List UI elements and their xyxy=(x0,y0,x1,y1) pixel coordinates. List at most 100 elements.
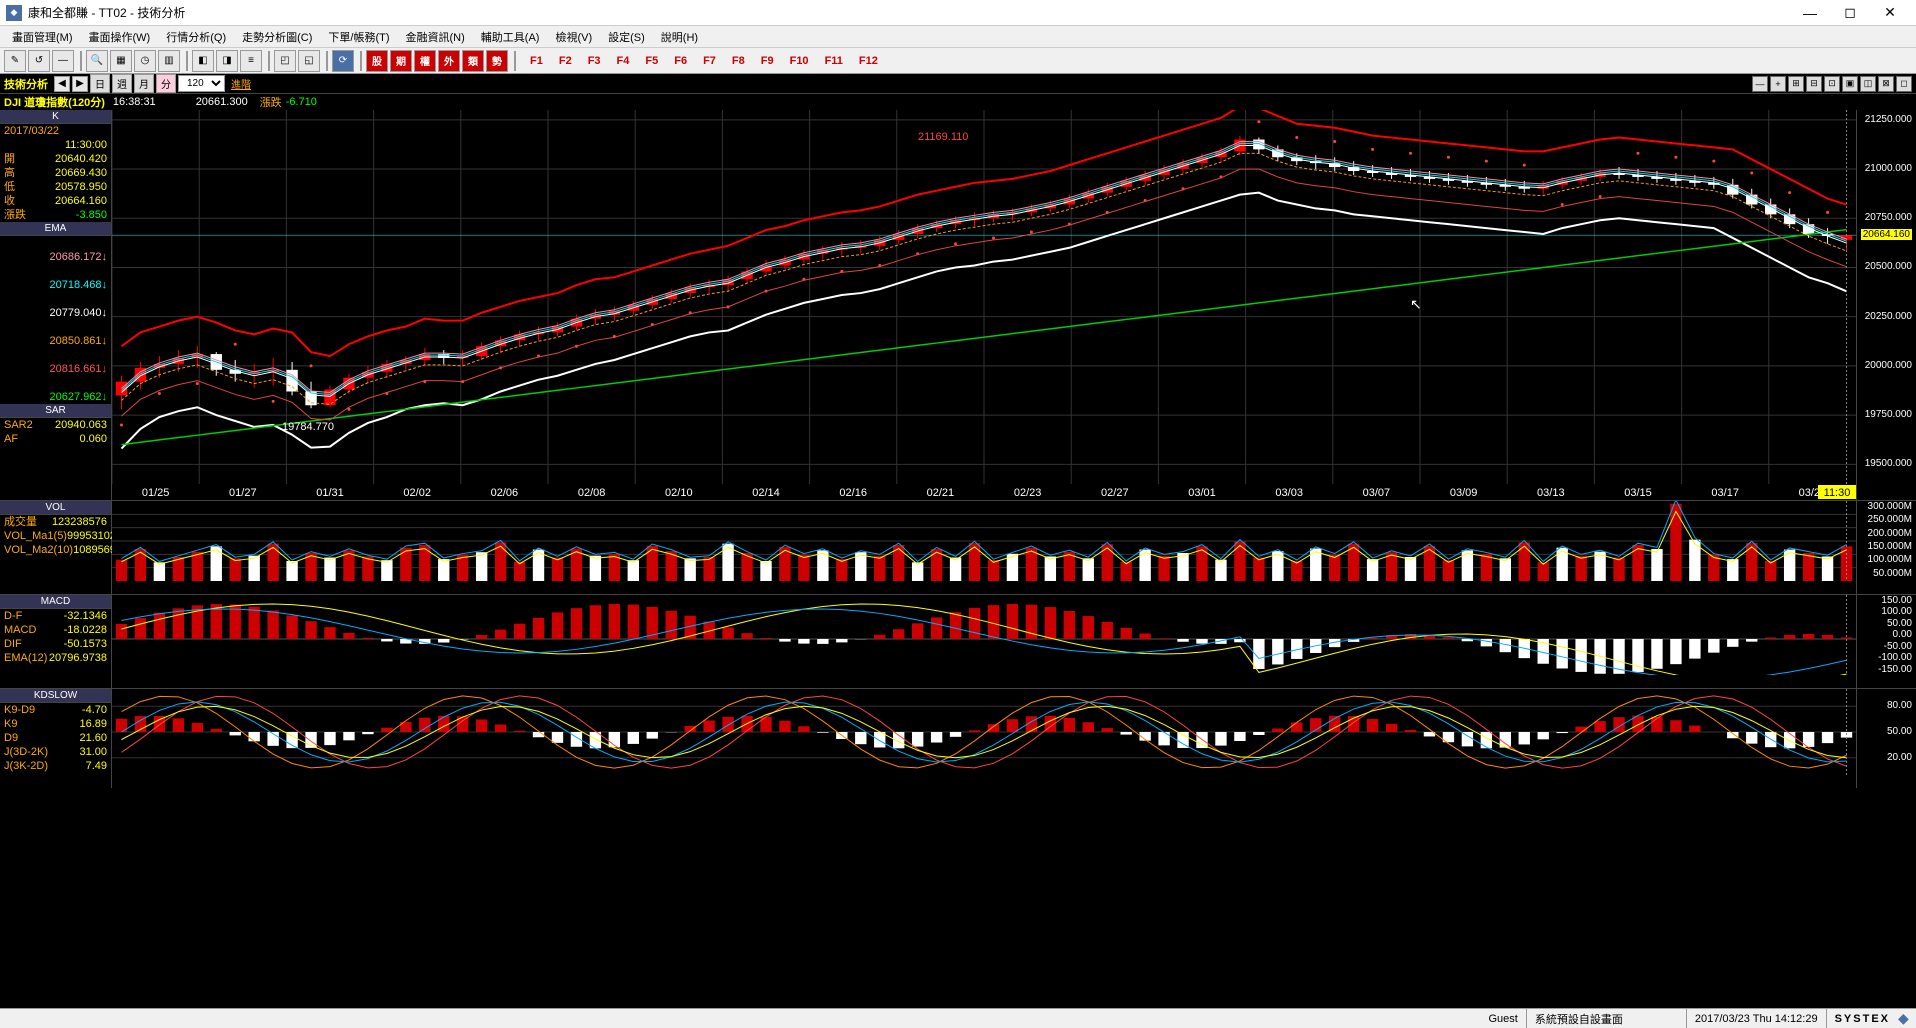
panel-btn-7[interactable]: ◫ xyxy=(1860,76,1876,92)
fkey-button[interactable]: F1 xyxy=(524,53,549,69)
tool-grid-icon[interactable]: ▦ xyxy=(110,50,132,72)
market-button[interactable]: 勢 xyxy=(486,50,508,72)
tool-refresh-icon[interactable]: ⟳ xyxy=(332,50,354,72)
fkey-button[interactable]: F6 xyxy=(668,53,693,69)
fkey-button[interactable]: F3 xyxy=(582,53,607,69)
maximize-button[interactable]: ◻ xyxy=(1830,3,1870,23)
svg-text:02/06: 02/06 xyxy=(491,487,519,499)
fkey-button[interactable]: F4 xyxy=(611,53,636,69)
svg-text:02/23: 02/23 xyxy=(1014,487,1042,499)
macd-header: MACD xyxy=(0,595,111,609)
panel-btn-1[interactable]: — xyxy=(1752,76,1768,92)
menu-item[interactable]: 輔助工具(A) xyxy=(473,27,548,47)
svg-text:03/07: 03/07 xyxy=(1363,487,1391,499)
svg-text:02/16: 02/16 xyxy=(839,487,867,499)
fkey-button[interactable]: F11 xyxy=(819,53,849,69)
menu-item[interactable]: 走勢分析圖(C) xyxy=(234,27,320,47)
last-price: 20661.300 xyxy=(196,96,248,108)
timeframe-tab[interactable]: 日 xyxy=(90,74,110,93)
fkey-button[interactable]: F5 xyxy=(639,53,664,69)
status-layout: 系統預設自設畫面 xyxy=(1527,1009,1687,1028)
menu-item[interactable]: 金融資訊(N) xyxy=(398,27,473,47)
k-panel: K 2017/03/22 11:30:00 開20640.420 高20669.… xyxy=(0,110,112,500)
svg-text:11:30: 11:30 xyxy=(1824,487,1851,499)
macd-chart[interactable] xyxy=(112,595,1856,688)
tool-zoom-icon[interactable]: 🔍 xyxy=(86,50,108,72)
fkey-button[interactable]: F9 xyxy=(755,53,780,69)
fkey-button[interactable]: F8 xyxy=(726,53,751,69)
panel-btn-9[interactable]: ◻ xyxy=(1896,76,1912,92)
tool-btn-3[interactable]: — xyxy=(52,50,74,72)
window-title: 康和全都賺 - TT02 - 技術分析 xyxy=(28,4,1790,21)
panel-btn-6[interactable]: ▣ xyxy=(1842,76,1858,92)
kd-yaxis: 80.0050.0020.00 xyxy=(1856,689,1916,788)
menu-item[interactable]: 畫面管理(M) xyxy=(4,27,81,47)
timeframe-tab[interactable]: 週 xyxy=(112,74,132,93)
interval-select[interactable]: 120 xyxy=(178,75,225,92)
fkey-button[interactable]: F7 xyxy=(697,53,722,69)
tool-btn-9[interactable]: ◨ xyxy=(216,50,238,72)
market-button[interactable]: 期 xyxy=(390,50,412,72)
kd-chart[interactable] xyxy=(112,689,1856,788)
tool-btn-2[interactable]: ↺ xyxy=(28,50,50,72)
minimize-button[interactable]: — xyxy=(1790,3,1830,23)
svg-text:01/27: 01/27 xyxy=(229,487,257,499)
svg-text:03/15: 03/15 xyxy=(1624,487,1652,499)
market-button[interactable]: 外 xyxy=(438,50,460,72)
panel-btn-4[interactable]: ⊟ xyxy=(1806,76,1822,92)
tool-btn-8[interactable]: ◧ xyxy=(192,50,214,72)
prev-button[interactable]: ◀ xyxy=(54,76,70,92)
menu-item[interactable]: 下單/帳務(T) xyxy=(320,27,397,47)
market-button[interactable]: 權 xyxy=(414,50,436,72)
tool-btn-11[interactable]: ◰ xyxy=(274,50,296,72)
sar-panel-header: SAR xyxy=(0,404,111,418)
menu-item[interactable]: 設定(S) xyxy=(600,27,653,47)
menu-item[interactable]: 說明(H) xyxy=(653,27,706,47)
volume-panel: VOL 成交量123238576VOL_Ma1(5)99953102VOL_Ma… xyxy=(0,500,1916,594)
tool-btn-10[interactable]: ≡ xyxy=(240,50,262,72)
advanced-link[interactable]: 進階 xyxy=(231,76,251,91)
svg-text:03/01: 03/01 xyxy=(1188,487,1216,499)
fkey-button[interactable]: F2 xyxy=(553,53,578,69)
main-chart-area: K 2017/03/22 11:30:00 開20640.420 高20669.… xyxy=(0,110,1916,500)
svg-text:02/14: 02/14 xyxy=(752,487,780,499)
mouse-cursor: ↖ xyxy=(1410,296,1422,313)
ema-panel-header: EMA xyxy=(0,222,111,236)
close-button[interactable]: ✕ xyxy=(1870,3,1910,23)
kd-panel: KDSLOW K9-D9-4.70K916.89D921.60J(3D-2K)3… xyxy=(0,688,1916,788)
panel-btn-2[interactable]: + xyxy=(1770,76,1786,92)
fkey-button[interactable]: F10 xyxy=(784,53,815,69)
timeframe-tab[interactable]: 分 xyxy=(156,74,176,93)
panel-btn-8[interactable]: ⊠ xyxy=(1878,76,1894,92)
fkey-button[interactable]: F12 xyxy=(853,53,884,69)
secondary-toolbar: 技術分析 ◀ ▶ 日週月分 120 進階 — + ⊞ ⊟ ⊡ ▣ ◫ ⊠ ◻ xyxy=(0,74,1916,94)
svg-text:03/17: 03/17 xyxy=(1711,487,1739,499)
market-button[interactable]: 類 xyxy=(462,50,484,72)
timeframe-tab[interactable]: 月 xyxy=(134,74,154,93)
menu-item[interactable]: 檢視(V) xyxy=(547,27,600,47)
tool-btn-7[interactable]: ▥ xyxy=(158,50,180,72)
panel-btn-5[interactable]: ⊡ xyxy=(1824,76,1840,92)
macd-yaxis: 150.00100.0050.000.00-50.00-100.00-150.0… xyxy=(1856,595,1916,688)
tool-btn-1[interactable]: ✎ xyxy=(4,50,26,72)
toolbar: ✎ ↺ — 🔍 ▦ ◷ ▥ ◧ ◨ ≡ ◰ ◱ ⟳ 股期權外類勢 F1F2F3F… xyxy=(0,48,1916,74)
menu-item[interactable]: 行情分析(Q) xyxy=(158,27,234,47)
volume-chart[interactable] xyxy=(112,501,1856,594)
tool-btn-12[interactable]: ◱ xyxy=(298,50,320,72)
svg-text:21169.110: 21169.110 xyxy=(918,131,968,143)
svg-text:03/09: 03/09 xyxy=(1450,487,1478,499)
svg-text:01/25: 01/25 xyxy=(142,487,170,499)
panel-btn-3[interactable]: ⊞ xyxy=(1788,76,1804,92)
next-button[interactable]: ▶ xyxy=(72,76,88,92)
market-button[interactable]: 股 xyxy=(366,50,388,72)
panel-buttons: — + ⊞ ⊟ ⊡ ▣ ◫ ⊠ ◻ xyxy=(1750,76,1912,92)
change-value: -6.710 xyxy=(286,96,317,108)
vol-header: VOL xyxy=(0,501,111,515)
svg-text:03/03: 03/03 xyxy=(1275,487,1303,499)
tool-clock-icon[interactable]: ◷ xyxy=(134,50,156,72)
price-chart[interactable]: 21169.11019784.77001/2501/2701/3102/0202… xyxy=(112,110,1856,500)
titlebar: ◆ 康和全都賺 - TT02 - 技術分析 — ◻ ✕ xyxy=(0,0,1916,26)
svg-text:02/08: 02/08 xyxy=(578,487,606,499)
menu-item[interactable]: 畫面操作(W) xyxy=(81,27,159,47)
svg-text:02/10: 02/10 xyxy=(665,487,693,499)
